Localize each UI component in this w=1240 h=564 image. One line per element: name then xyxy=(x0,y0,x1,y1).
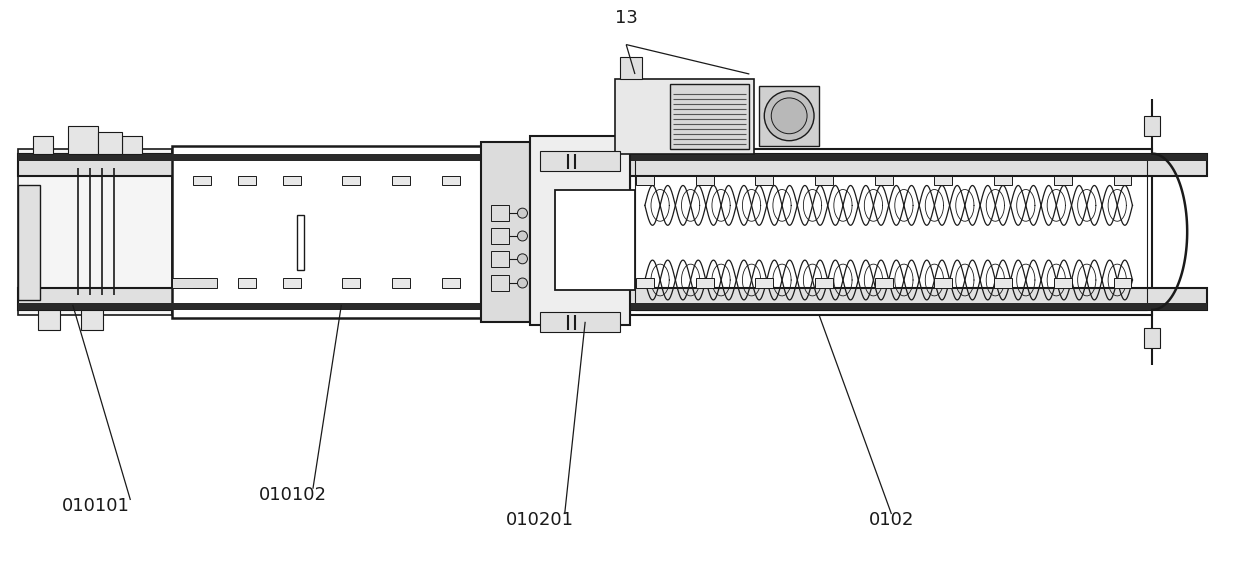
Bar xyxy=(755,175,774,186)
Bar xyxy=(342,175,361,186)
Bar xyxy=(172,278,217,288)
Text: 13: 13 xyxy=(615,8,637,27)
Circle shape xyxy=(517,208,527,218)
Bar xyxy=(556,191,635,290)
Bar xyxy=(17,153,1207,161)
Bar xyxy=(441,278,460,288)
Bar xyxy=(1114,175,1131,186)
Bar xyxy=(68,126,98,153)
Bar xyxy=(491,251,508,267)
Bar xyxy=(238,175,255,186)
Bar xyxy=(636,175,653,186)
Bar xyxy=(491,275,508,291)
Text: 010101: 010101 xyxy=(62,497,129,515)
Bar xyxy=(635,153,1147,310)
Bar xyxy=(935,175,952,186)
Bar xyxy=(759,86,818,146)
Bar xyxy=(123,136,143,153)
Bar xyxy=(815,278,833,288)
Bar xyxy=(994,175,1012,186)
Bar xyxy=(874,278,893,288)
Bar xyxy=(994,278,1012,288)
Bar xyxy=(541,151,620,170)
Bar xyxy=(172,146,481,318)
Bar xyxy=(755,278,774,288)
Bar xyxy=(17,186,40,300)
Text: 010201: 010201 xyxy=(506,511,574,529)
Bar xyxy=(696,278,713,288)
Bar xyxy=(296,215,304,270)
Bar xyxy=(392,175,410,186)
Text: 0102: 0102 xyxy=(869,511,914,529)
Bar xyxy=(283,278,300,288)
Bar xyxy=(481,142,531,322)
Bar xyxy=(392,278,410,288)
Bar xyxy=(193,278,211,288)
Circle shape xyxy=(517,278,527,288)
Bar xyxy=(283,175,300,186)
Bar xyxy=(1145,116,1161,136)
Bar xyxy=(630,149,1152,315)
Bar xyxy=(238,278,255,288)
Bar xyxy=(541,312,620,332)
Bar xyxy=(17,303,1207,310)
Bar xyxy=(81,310,103,330)
Bar xyxy=(491,228,508,244)
Bar xyxy=(342,278,361,288)
Bar xyxy=(1054,175,1071,186)
Circle shape xyxy=(517,231,527,241)
Bar xyxy=(491,205,508,221)
Bar xyxy=(935,278,952,288)
Bar xyxy=(815,175,833,186)
Bar xyxy=(696,175,713,186)
Circle shape xyxy=(764,91,813,140)
Bar xyxy=(17,288,1207,310)
Circle shape xyxy=(517,254,527,264)
Bar xyxy=(1145,328,1161,347)
Bar xyxy=(33,136,53,153)
Bar xyxy=(620,57,642,79)
Bar xyxy=(670,84,749,149)
Text: 010102: 010102 xyxy=(259,486,327,504)
Bar xyxy=(531,136,630,325)
Bar xyxy=(193,175,211,186)
Bar xyxy=(38,310,60,330)
Bar xyxy=(615,79,754,153)
Circle shape xyxy=(771,98,807,134)
Bar xyxy=(98,132,123,153)
Bar xyxy=(17,153,1207,175)
Bar xyxy=(17,149,172,315)
Bar xyxy=(78,136,98,153)
Bar xyxy=(636,278,653,288)
Bar xyxy=(441,175,460,186)
Bar xyxy=(874,175,893,186)
Bar xyxy=(1114,278,1131,288)
Bar xyxy=(1054,278,1071,288)
